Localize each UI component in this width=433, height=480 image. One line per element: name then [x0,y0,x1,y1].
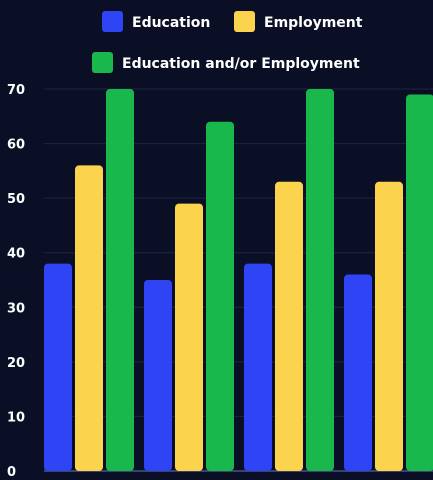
legend: Education Employment Education and/or Em… [92,11,363,73]
legend-item-education-and-or-employment: Education and/or Employment [92,52,360,73]
y-tick-label: 10 [7,410,25,425]
legend-swatch-education-and-or-employment [92,52,113,73]
y-axis-ticks: 0 10 20 30 40 50 60 70 [7,83,25,480]
y-tick-label: 0 [7,465,16,480]
legend-item-employment: Employment [234,11,363,32]
bar-education [44,263,72,471]
y-tick-label: 40 [7,247,25,262]
y-tick-label: 50 [7,192,25,207]
bar-education [144,280,172,471]
bar-education-and-or-employment [106,89,134,471]
bar-employment [175,203,203,471]
legend-label-education: Education [132,15,210,31]
bar-education-and-or-employment [406,94,433,471]
legend-swatch-employment [234,11,255,32]
bar-employment [375,181,403,471]
y-tick-label: 20 [7,356,25,371]
legend-label-education-and-or-employment: Education and/or Employment [122,56,360,72]
y-tick-label: 70 [7,83,25,98]
legend-label-employment: Employment [264,15,363,31]
y-tick-label: 30 [7,301,25,316]
bars [44,89,433,471]
y-tick-label: 60 [7,138,25,153]
bar-employment [75,165,103,471]
bar-employment [275,181,303,471]
bar-education [244,263,272,471]
bar-education-and-or-employment [306,89,334,471]
legend-swatch-education [102,11,123,32]
bar-education-and-or-employment [206,121,234,471]
bar-education [344,274,372,471]
legend-item-education: Education [102,11,210,32]
